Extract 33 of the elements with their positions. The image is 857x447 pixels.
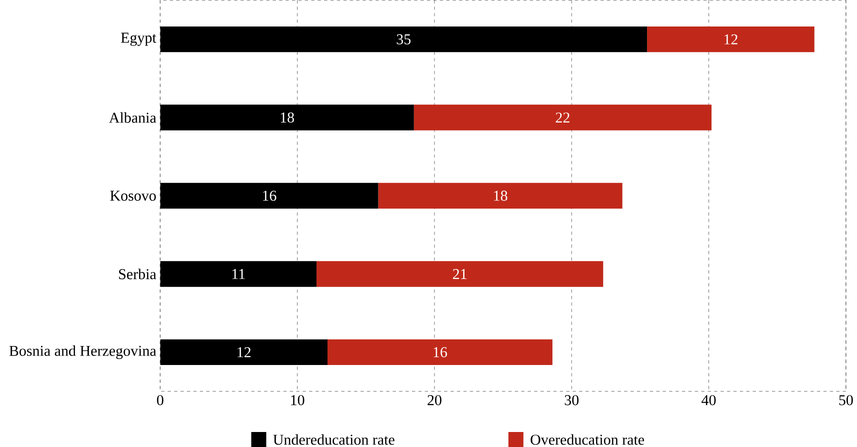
data-label: 16	[263, 190, 276, 201]
x-tick-label: 50	[839, 395, 853, 406]
x-tick-label: 20	[428, 395, 442, 406]
x-tick-label: 10	[291, 395, 304, 406]
bar	[378, 182, 622, 209]
bar	[160, 104, 414, 130]
data-label: 12	[238, 347, 251, 358]
data-label: 12	[724, 34, 738, 44]
bar	[160, 261, 317, 287]
bar	[647, 26, 814, 52]
bar	[160, 339, 328, 366]
x-tick-label: 30	[564, 395, 579, 406]
y-tick-label: Kosovo	[110, 190, 156, 201]
data-label: 22	[556, 112, 570, 122]
bar	[414, 104, 712, 130]
data-label: 16	[434, 347, 448, 358]
x-tick-label: 0	[157, 395, 164, 406]
legend-label: Undereducation rate	[273, 434, 394, 445]
data-label: 21	[453, 269, 466, 279]
bar	[328, 339, 552, 366]
data-label: 18	[280, 112, 294, 123]
legend-label: Overeducation rate	[530, 434, 644, 445]
data-label: 11	[232, 269, 245, 279]
y-tick-label: Bosnia and Herzegovina	[9, 345, 156, 360]
bar	[160, 182, 378, 209]
bar	[316, 261, 604, 287]
y-tick-label: Egypt	[121, 32, 156, 46]
data-label: 35	[396, 34, 411, 44]
y-tick-label: Albania	[109, 112, 156, 123]
y-tick-label: Serbia	[119, 268, 156, 280]
data-label: 18	[494, 190, 508, 201]
x-tick-label: 40	[702, 395, 716, 406]
bar	[160, 26, 648, 52]
